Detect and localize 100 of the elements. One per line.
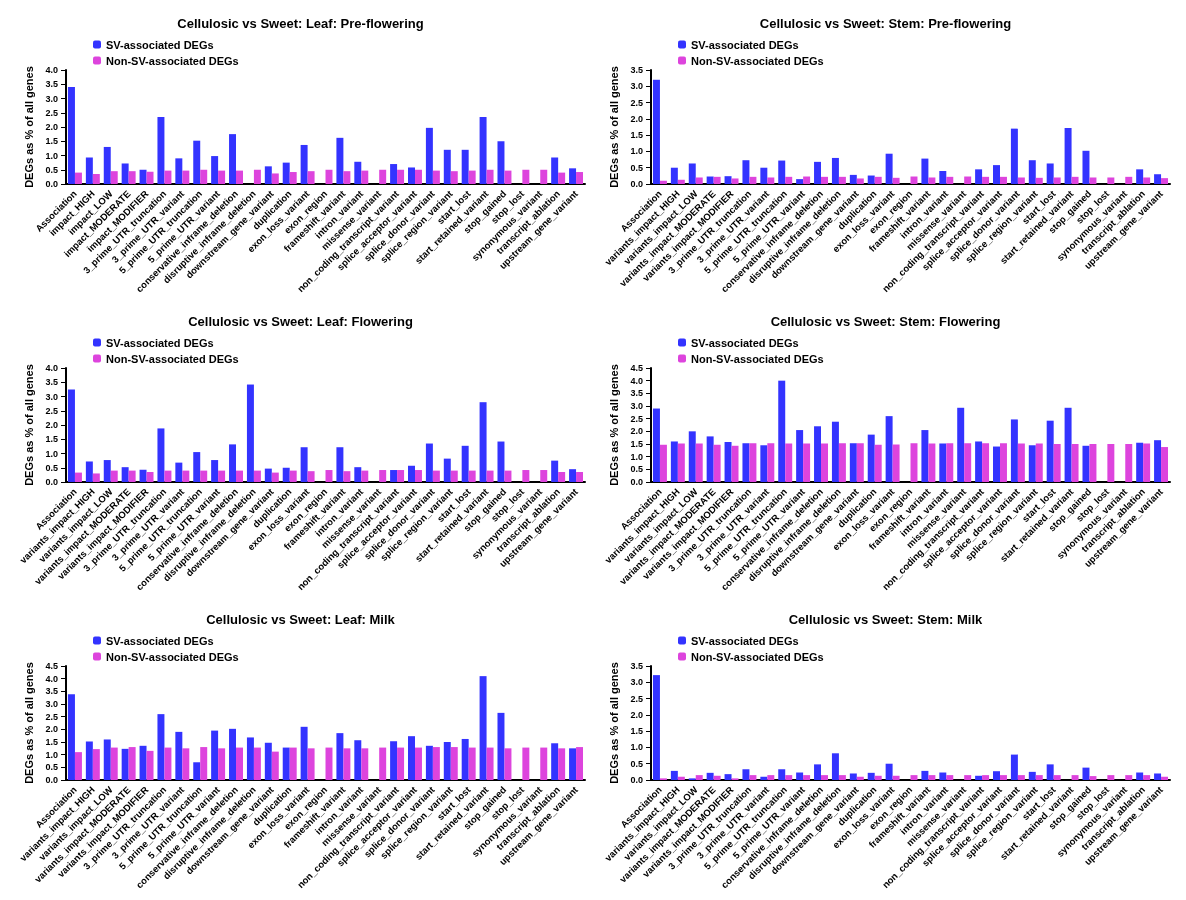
y-tick-label: 0.5: [45, 164, 58, 175]
bar: [182, 470, 190, 482]
bar: [504, 748, 512, 780]
bar: [551, 460, 559, 482]
bar: [993, 446, 1000, 482]
bar: [121, 467, 129, 482]
bar: [397, 747, 405, 780]
bar: [282, 747, 290, 780]
y-axis-title: DEGs as % of all genes: [22, 662, 35, 784]
bar: [522, 747, 530, 780]
bar: [450, 171, 458, 184]
bar: [885, 153, 893, 184]
y-tick-label: 1.0: [630, 146, 643, 157]
bar: [867, 772, 875, 780]
bar: [993, 771, 1000, 780]
bar: [1161, 776, 1169, 780]
legend-label: SV-associated DEGs: [106, 634, 214, 647]
bar: [361, 748, 369, 780]
y-tick-label: 0.5: [630, 464, 643, 475]
bar: [164, 470, 172, 482]
legend-label: SV-associated DEGs: [106, 336, 214, 349]
bar: [92, 473, 100, 482]
y-axis-title: DEGs as % of all genes: [22, 364, 35, 486]
bar: [1035, 443, 1043, 482]
legend-label: SV-associated DEGs: [691, 336, 799, 349]
bar: [414, 169, 422, 184]
bar: [1046, 163, 1054, 184]
bar: [1161, 178, 1169, 184]
bar: [479, 676, 487, 780]
bar: [67, 694, 75, 780]
bar: [157, 714, 165, 780]
bar: [803, 775, 811, 780]
bar: [1154, 773, 1162, 780]
y-tick-label: 0.0: [630, 477, 643, 487]
bar: [921, 770, 929, 780]
bar: [1136, 442, 1144, 482]
bar: [713, 176, 721, 184]
bar: [767, 177, 775, 184]
y-tick-label: 3.0: [45, 391, 58, 402]
bar: [354, 467, 362, 482]
bar: [1053, 775, 1061, 780]
bar: [688, 431, 696, 482]
bar: [146, 171, 154, 184]
bar: [939, 170, 947, 184]
bar: [964, 775, 972, 780]
bar: [92, 749, 100, 780]
y-tick-label: 4.5: [45, 661, 58, 671]
bar: [713, 775, 721, 780]
y-tick-label: 1.0: [630, 742, 643, 753]
bar: [67, 389, 75, 482]
y-tick-label: 2.0: [45, 122, 58, 132]
bar: [461, 445, 469, 482]
bar: [1028, 771, 1036, 780]
y-tick-label: 0.0: [45, 477, 58, 487]
bar: [361, 470, 369, 482]
y-tick-label: 1.5: [45, 737, 58, 747]
bar: [211, 730, 219, 780]
bar: [814, 764, 822, 780]
bar: [497, 712, 505, 780]
bar: [271, 173, 279, 184]
bar: [731, 178, 739, 184]
bar: [157, 428, 165, 482]
bar: [1035, 177, 1043, 184]
bar: [307, 748, 315, 780]
bar: [200, 747, 208, 780]
bar: [821, 443, 828, 482]
bar: [450, 747, 458, 780]
y-tick-label: 0.5: [630, 758, 643, 769]
bar: [982, 176, 990, 184]
bar: [1143, 775, 1151, 780]
bar: [551, 743, 559, 780]
bar: [211, 156, 219, 184]
bar: [354, 740, 362, 780]
y-tick-label: 4.0: [630, 375, 643, 386]
y-tick-label: 1.0: [45, 448, 58, 459]
y-tick-label: 3.0: [45, 93, 58, 104]
bar: [110, 171, 118, 184]
chart-title: Cellulosic vs Sweet: Stem: Milk: [788, 612, 984, 627]
bar: [856, 443, 864, 482]
bar: [867, 434, 875, 482]
bar: [849, 773, 857, 780]
y-tick-label: 0.5: [630, 162, 643, 173]
bar: [1136, 772, 1144, 780]
bar: [128, 171, 136, 184]
bar: [128, 470, 136, 482]
y-tick-label: 1.0: [45, 749, 58, 760]
y-tick-label: 0.0: [630, 179, 643, 189]
legend-label: SV-associated DEGs: [691, 38, 799, 51]
bar: [1154, 174, 1162, 184]
bar: [831, 157, 839, 184]
bar: [200, 470, 208, 482]
bar: [408, 736, 415, 780]
bar: [121, 163, 129, 184]
bar: [175, 158, 183, 184]
bar: [504, 470, 512, 482]
y-tick-label: 1.5: [45, 434, 58, 445]
bar: [229, 728, 237, 780]
bar: [300, 447, 308, 482]
bar: [921, 430, 929, 482]
bar: [874, 176, 882, 184]
